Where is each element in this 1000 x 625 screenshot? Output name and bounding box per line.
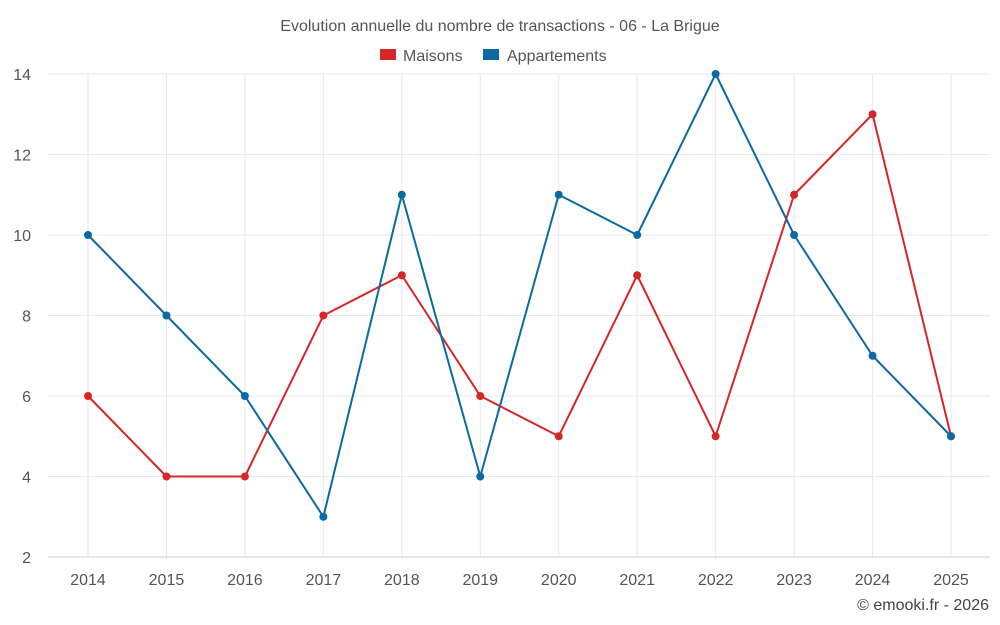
x-tick-label-2019: 2019 [462,572,498,589]
series-appartements [84,70,955,521]
data-point-maisons-2017[interactable] [319,311,328,320]
y-tick-label-12: 12 [13,148,31,165]
series-line-appartements [87,73,952,518]
data-point-maisons-2016[interactable] [240,472,249,481]
data-point-maisons-2020[interactable] [554,432,563,441]
grid [48,73,990,557]
data-point-maisons-2022[interactable] [711,432,720,441]
series-line-maisons [87,113,952,478]
legend-item-appartements[interactable]: Appartements [483,48,607,65]
y-tick-label-14: 14 [13,67,31,84]
legend-item-maisons[interactable]: Maisons [380,48,463,65]
legend-label-maisons: Maisons [403,48,463,65]
data-point-maisons-2018[interactable] [397,271,406,280]
data-point-appartements-2020[interactable] [554,190,563,199]
x-tick-label-2022: 2022 [698,572,734,589]
data-point-appartements-2018[interactable] [397,190,406,199]
data-point-appartements-2022[interactable] [711,70,720,78]
data-point-appartements-2017[interactable] [319,512,328,521]
data-point-appartements-2016[interactable] [240,392,249,400]
series [84,70,955,521]
data-point-maisons-2021[interactable] [633,271,642,280]
data-point-maisons-2015[interactable] [162,472,171,481]
data-point-appartements-2019[interactable] [476,472,485,481]
x-tick-label-2018: 2018 [384,572,420,589]
x-tick-label-2015: 2015 [149,572,185,589]
y-tick-label-4: 4 [22,470,31,487]
data-point-appartements-2024[interactable] [868,351,877,360]
series-maisons [84,110,955,481]
x-tick-label-2017: 2017 [306,572,342,589]
y-tick-label-6: 6 [22,389,31,406]
chart-title: Evolution annuelle du nombre de transact… [280,18,719,35]
x-axis: 2014 2015 2016 2017 2018 2019 2020 2021 2022 2023… [70,572,969,589]
data-point-maisons-2014[interactable] [84,392,92,400]
legend-label-appartements: Appartements [507,48,607,65]
x-tick-label-2020: 2020 [541,572,577,589]
legend-swatch-maisons [380,49,396,60]
y-tick-label-10: 10 [13,228,31,245]
legend: Maisons Appartements [380,48,607,65]
y-tick-label-8: 8 [22,309,31,326]
data-point-maisons-2019[interactable] [476,392,485,400]
data-point-appartements-2015[interactable] [162,311,171,320]
x-tick-label-2025: 2025 [933,572,969,589]
data-point-appartements-2021[interactable] [633,231,642,239]
y-axis: 2 4 6 8 10 12 14 [13,67,31,567]
data-point-maisons-2023[interactable] [790,190,799,199]
x-tick-label-2021: 2021 [619,572,655,589]
data-point-appartements-2023[interactable] [790,231,799,239]
x-tick-label-2016: 2016 [227,572,263,589]
data-point-maisons-2024[interactable] [868,110,877,119]
credit-text: © emooki.fr - 2026 [857,597,989,614]
x-tick-label-2014: 2014 [70,572,106,589]
legend-swatch-appartements [483,49,499,60]
x-tick-label-2024: 2024 [855,572,891,589]
x-tick-label-2023: 2023 [776,572,812,589]
data-point-appartements-2025[interactable] [947,432,955,441]
data-point-appartements-2014[interactable] [84,231,92,239]
y-tick-label-2: 2 [22,550,31,567]
